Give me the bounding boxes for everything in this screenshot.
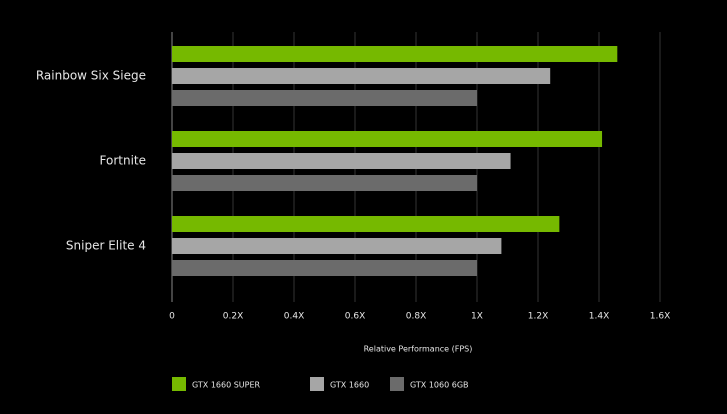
bar (172, 46, 618, 62)
legend-swatch (310, 377, 324, 391)
x-tick-label: 0.6X (345, 312, 365, 322)
category-label: Rainbow Six Siege (36, 69, 146, 83)
bar (172, 90, 477, 106)
bar (172, 175, 477, 191)
bar (172, 131, 603, 147)
x-tick-label: 1X (471, 312, 483, 322)
bar (172, 238, 502, 254)
legend-swatch (390, 377, 404, 391)
x-axis-label: Relative Performance (FPS) (364, 345, 473, 354)
bar (172, 260, 477, 276)
x-tick-label: 0.2X (223, 312, 243, 322)
x-tick-label: 1.4X (589, 312, 609, 322)
legend-swatch (172, 377, 186, 391)
category-label: Sniper Elite 4 (66, 239, 146, 253)
x-tick-label: 1.6X (650, 312, 670, 322)
x-tick-label: 0 (169, 312, 175, 322)
x-tick-label: 1.2X (528, 312, 548, 322)
legend-label: GTX 1060 6GB (410, 381, 469, 390)
bar (172, 153, 511, 169)
legend-label: GTX 1660 SUPER (192, 381, 261, 390)
bar (172, 216, 560, 232)
legend-label: GTX 1660 (330, 381, 369, 390)
x-tick-label: 0.8X (406, 312, 426, 322)
category-label: Fortnite (100, 154, 146, 168)
bar (172, 68, 551, 84)
x-tick-label: 0.4X (284, 312, 304, 322)
